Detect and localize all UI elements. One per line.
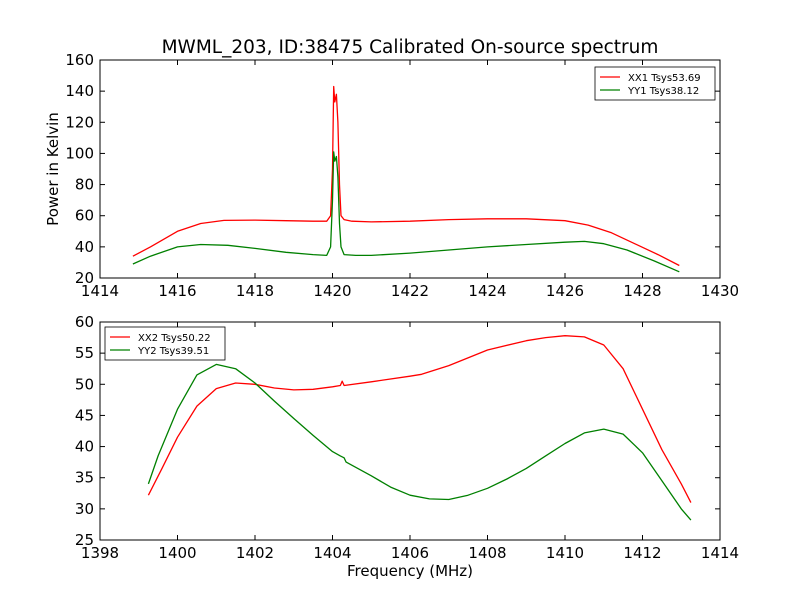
bottom-chart-legend-label-2: YY2 Tsys39.51 xyxy=(137,346,209,357)
top-chart-legend-label-2: YY1 Tsys38.12 xyxy=(627,86,699,97)
bottom-chart-y-tick-label: 30 xyxy=(75,500,94,518)
bottom-chart-x-tick-label: 1408 xyxy=(468,544,506,562)
top-chart-panel: 1414 1416 1418 1420 1422 1424 1426 1428 1430 20 40… xyxy=(44,51,739,300)
top-chart-legend-label-1: XX1 Tsys53.69 xyxy=(628,73,701,84)
top-chart-x-tick-label: 1422 xyxy=(391,282,429,300)
bottom-chart-x-tick-label: 1414 xyxy=(701,544,739,562)
bottom-chart-legend-box xyxy=(104,326,226,361)
top-chart-x-tick-label: 1414 xyxy=(81,282,119,300)
top-chart-x-tick-label: 1420 xyxy=(313,282,351,300)
bottom-chart-x-tick-label: 1404 xyxy=(313,544,351,562)
bottom-chart-x-tick-label: 1398 xyxy=(81,544,119,562)
figure-title: MWML_203, ID:38475 Calibrated On-source … xyxy=(162,37,659,58)
top-chart-x-tick-label: 1416 xyxy=(158,282,196,300)
top-chart-series-line-1 xyxy=(132,85,680,267)
top-chart-plot-area: 1414 1416 1418 1420 1422 1424 1426 1428 1430 20 40… xyxy=(65,51,739,300)
bottom-chart-x-tick-label: 1410 xyxy=(546,544,584,562)
top-chart-y-tick-label: 40 xyxy=(75,238,94,256)
top-chart-x-tick-label: 1424 xyxy=(468,282,506,300)
top-chart-y-tick-label: 160 xyxy=(65,51,94,69)
top-chart-x-tick-label: 1426 xyxy=(546,282,584,300)
bottom-chart-y-tick-label: 45 xyxy=(75,406,94,424)
bottom-chart-y-tick-label: 25 xyxy=(75,531,94,549)
bottom-chart-y-tick-label: 60 xyxy=(75,313,94,331)
bottom-chart-x-tick-label: 1402 xyxy=(236,544,274,562)
bottom-chart-x-tick-label: 1400 xyxy=(158,544,196,562)
bottom-chart-series-line-2 xyxy=(147,363,692,521)
bottom-chart-x-tick-label: 1412 xyxy=(623,544,661,562)
top-chart-y-tick-label: 140 xyxy=(65,82,94,100)
top-chart-y-tick-label: 120 xyxy=(65,113,94,131)
top-chart-legend-box xyxy=(594,66,716,101)
bottom-chart-y-tick-label: 50 xyxy=(75,375,94,393)
bottom-chart-panel: 1398 1400 1402 1404 1406 1408 1410 1412 1414 25 30… xyxy=(75,313,739,580)
bottom-chart-plot-area: 1398 1400 1402 1404 1406 1408 1410 1412 1414 25 30… xyxy=(75,313,739,562)
bottom-chart-y-tick-label: 55 xyxy=(75,344,94,362)
top-chart-x-tick-label: 1418 xyxy=(236,282,274,300)
top-chart-y-tick-label: 20 xyxy=(75,269,94,287)
bottom-chart-y-tick-label: 40 xyxy=(75,438,94,456)
bottom-chart-x-tick-label: 1406 xyxy=(391,544,429,562)
top-chart-y-tick-label: 60 xyxy=(75,207,94,225)
bottom-chart-y-tick-label: 35 xyxy=(75,469,94,487)
top-chart-x-tick-label: 1428 xyxy=(623,282,661,300)
top-chart-series-line-2 xyxy=(132,151,680,273)
top-chart-y-tick-label: 100 xyxy=(65,144,94,162)
top-chart-x-tick-label: 1430 xyxy=(701,282,739,300)
bottom-chart-legend-label-1: XX2 Tsys50.22 xyxy=(138,333,211,344)
top-chart-y-axis-label: Power in Kelvin xyxy=(44,112,62,226)
top-chart-y-tick-label: 80 xyxy=(75,176,94,194)
bottom-chart-series-line-1 xyxy=(147,335,692,503)
bottom-chart-x-axis-label: Frequency (MHz) xyxy=(347,562,473,580)
